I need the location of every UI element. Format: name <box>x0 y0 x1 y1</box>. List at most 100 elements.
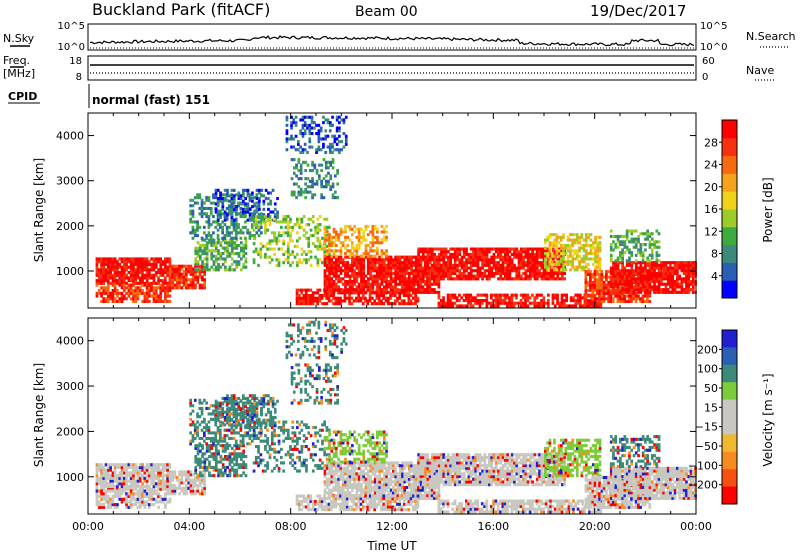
echo-cell <box>145 474 149 478</box>
echo-cell <box>219 243 223 247</box>
echo-cell <box>566 260 570 264</box>
echo-cell <box>550 252 554 256</box>
echo-cell <box>506 304 509 308</box>
echo-cell <box>244 252 248 256</box>
echo-cell <box>95 265 99 269</box>
echo-cell <box>485 261 489 265</box>
echo-cell <box>102 485 106 489</box>
echo-cell <box>685 261 688 265</box>
echo-cell <box>628 229 631 233</box>
echo-cell <box>385 266 388 270</box>
echo-cell <box>253 204 256 208</box>
echo-cell <box>169 267 172 271</box>
echo-cell <box>442 271 446 275</box>
echo-cell <box>410 277 413 281</box>
echo-cell <box>419 271 423 275</box>
echo-cell <box>623 280 627 284</box>
echo-cell <box>653 274 656 278</box>
echo-cell <box>391 291 395 295</box>
echo-cell <box>273 239 276 243</box>
echo-cell <box>671 274 675 278</box>
echo-cell <box>609 248 613 252</box>
echo-cell <box>244 204 247 208</box>
echo-cell <box>666 290 670 294</box>
echo-cell <box>134 471 138 475</box>
echo-cell <box>223 234 227 238</box>
echo-cell <box>319 137 323 141</box>
echo-cell <box>203 201 206 205</box>
echo-cell <box>609 269 613 273</box>
echo-cell <box>189 231 192 235</box>
echo-cell <box>560 257 563 261</box>
echo-cell <box>465 296 468 300</box>
echo-cell <box>302 288 306 292</box>
echo-cell <box>529 266 532 270</box>
echo-cell <box>382 230 386 234</box>
echo-cell <box>208 238 211 242</box>
echo-cell <box>646 261 649 265</box>
echo-cell <box>669 263 672 267</box>
echo-cell <box>405 255 409 259</box>
echo-cell <box>129 291 133 295</box>
echo-cell <box>344 115 348 119</box>
echo-cell <box>123 283 126 287</box>
echo-cell <box>421 258 425 262</box>
echo-cell <box>490 293 493 297</box>
echo-cell <box>402 294 406 298</box>
echo-cell <box>138 479 142 483</box>
echo-cell <box>334 174 337 178</box>
echo-cell <box>164 487 167 491</box>
echo-cell <box>639 274 643 278</box>
echo-cell <box>632 261 636 265</box>
echo-cell <box>389 296 392 300</box>
echo-cell <box>205 212 208 216</box>
echo-cell <box>378 290 381 294</box>
echo-cell <box>580 246 584 250</box>
echo-cell <box>150 474 153 478</box>
echo-cell <box>154 474 158 478</box>
echo-cell <box>325 230 329 234</box>
echo-cell <box>251 197 254 201</box>
echo-cell <box>311 215 315 219</box>
echo-cell <box>483 263 487 267</box>
echo-cell <box>255 201 259 205</box>
echo-cell <box>325 258 329 262</box>
echo-cell <box>201 264 204 268</box>
echo-cell <box>371 285 375 289</box>
echo-cell <box>625 271 629 275</box>
echo-cell <box>600 286 604 290</box>
echo-cell <box>315 182 319 186</box>
echo-cell <box>589 289 592 293</box>
echo-cell <box>632 229 636 233</box>
echo-cell <box>102 468 106 472</box>
echo-cell <box>423 271 427 275</box>
echo-cell <box>302 258 306 262</box>
echo-cell <box>474 299 477 303</box>
echo-cell <box>669 261 672 265</box>
echo-cell <box>389 291 392 295</box>
echo-cell <box>328 235 331 239</box>
echo-cell <box>435 258 439 262</box>
echo-cell <box>575 265 579 269</box>
echo-cell <box>449 252 452 256</box>
echo-cell <box>338 115 341 119</box>
echo-cell <box>687 261 691 265</box>
echo-cell <box>232 194 236 198</box>
echo-cell <box>628 259 631 263</box>
echo-cell <box>648 245 652 249</box>
echo-cell <box>280 225 283 229</box>
echo-cell <box>205 268 209 272</box>
echo-cell <box>318 228 322 232</box>
echo-cell <box>408 261 411 265</box>
echo-cell <box>524 274 528 278</box>
echo-cell <box>360 254 363 258</box>
echo-cell <box>676 271 679 275</box>
echo-cell <box>289 231 292 235</box>
echo-cell <box>316 239 320 243</box>
echo-cell <box>576 296 580 300</box>
echo-cell <box>200 201 204 205</box>
echo-cell <box>426 266 430 270</box>
echo-cell <box>592 304 596 308</box>
echo-cell <box>319 129 323 133</box>
echo-cell <box>111 471 115 475</box>
